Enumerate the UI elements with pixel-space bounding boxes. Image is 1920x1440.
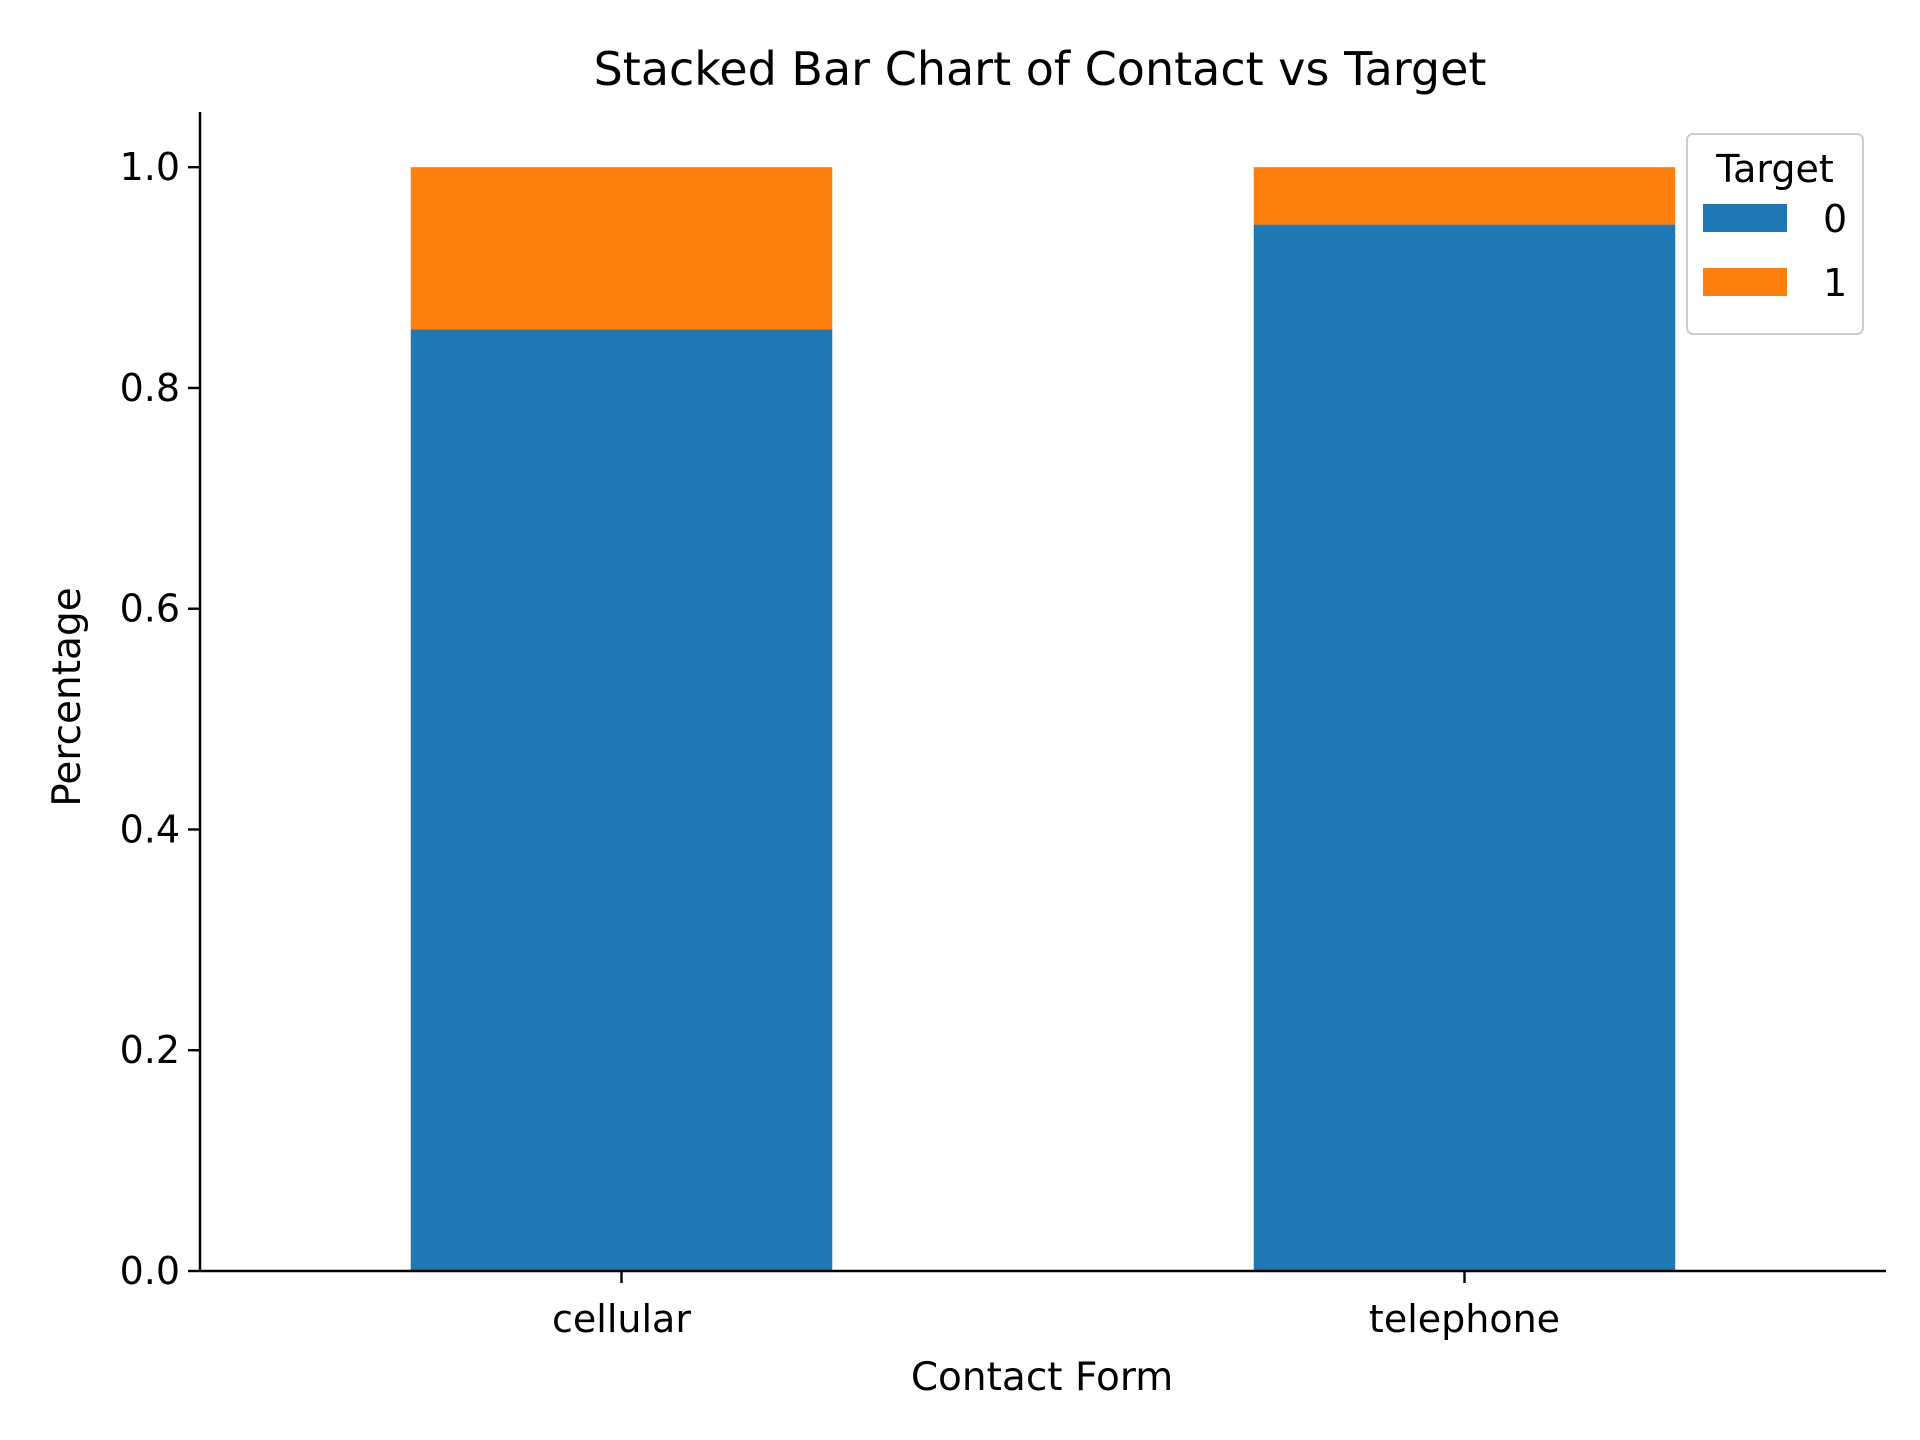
y-tick-label: 0.2 <box>120 1028 180 1072</box>
legend-items: 01 <box>1703 197 1847 305</box>
legend: Target 01 <box>1686 133 1864 335</box>
y-tick-label: 1.0 <box>120 145 180 189</box>
bar-cellular-series-0 <box>410 329 833 1272</box>
legend-swatch-1 <box>1703 268 1787 296</box>
x-axis-ticks: cellular telephone <box>552 1271 1560 1341</box>
bar-group <box>410 167 1676 1272</box>
y-tick-label: 0.4 <box>120 807 180 851</box>
legend-swatch-0 <box>1703 204 1787 232</box>
legend-title: Target <box>1715 147 1834 191</box>
legend-label-1: 1 <box>1823 261 1847 305</box>
y-tick-label: 0.8 <box>120 366 180 410</box>
x-tick-label-cellular: cellular <box>552 1297 691 1341</box>
legend-label-0: 0 <box>1823 197 1847 241</box>
x-tick-label-telephone: telephone <box>1369 1297 1560 1341</box>
bar-telephone-series-0 <box>1253 224 1676 1271</box>
y-tick-label: 0.0 <box>120 1249 180 1293</box>
bar-telephone-series-1 <box>1253 167 1676 225</box>
y-axis-ticks: 0.0 0.2 0.4 0.6 0.8 1.0 <box>120 145 200 1293</box>
y-axis-label: Percentage <box>45 587 90 806</box>
chart-title: Stacked Bar Chart of Contact vs Target <box>594 42 1487 96</box>
bar-cellular-series-1 <box>410 167 833 330</box>
y-tick-label: 0.6 <box>120 587 180 631</box>
x-axis-label: Contact Form <box>911 1355 1173 1400</box>
